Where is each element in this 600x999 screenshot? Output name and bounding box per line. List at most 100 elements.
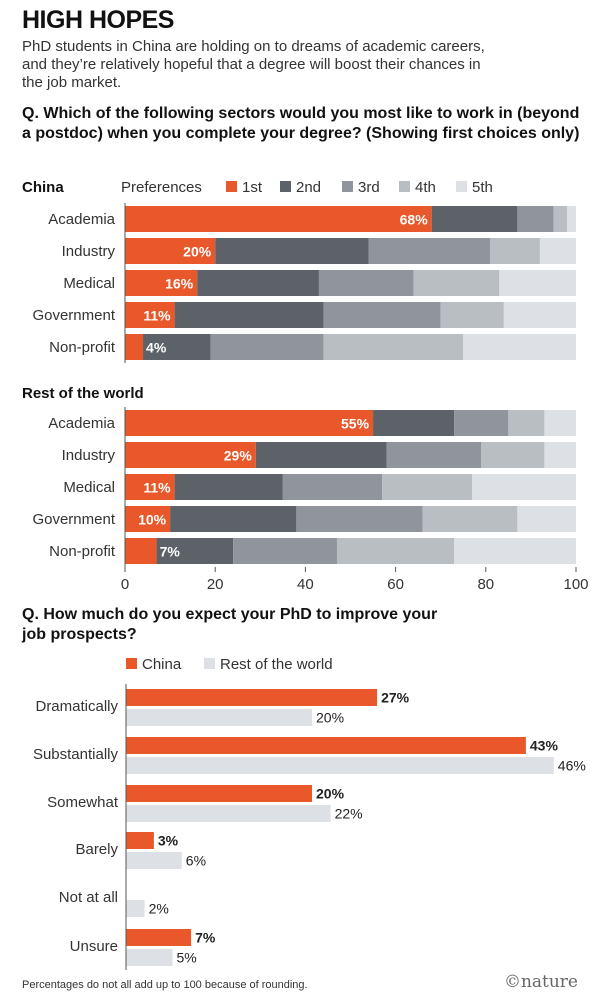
prospect-label-barely: Barely [75, 841, 118, 858]
data-label-prospect-somewhat-china: 20% [316, 786, 345, 802]
bar-china-non-profit-3rd [210, 334, 324, 360]
bar-china-industry-2nd [215, 238, 369, 264]
data-label-prospect-substantially-china: 43% [530, 738, 559, 754]
category-label-non-profit: Non-profit [49, 543, 116, 560]
legend-swatch-1st [226, 181, 237, 192]
bar-prospect-unsure-china [126, 929, 192, 946]
bar-rest-industry-3rd [386, 442, 482, 468]
data-label-china-government: 11% [143, 308, 171, 324]
category-label-medical: Medical [63, 275, 115, 292]
data-label-rest-industry: 29% [224, 448, 253, 464]
bar-rest-government-2nd [170, 506, 297, 532]
bar-china-medical-5th [499, 270, 576, 296]
bar-china-academia-3rd [517, 206, 554, 232]
x-tick-label-40: 40 [297, 576, 314, 593]
legend-label-2nd: 2nd [296, 179, 321, 196]
bar-rest-medical-1st [125, 474, 175, 500]
prospect-label-dramatically: Dramatically [35, 698, 118, 715]
data-label-rest-government: 10% [138, 512, 167, 528]
data-label-china-industry: 20% [183, 244, 212, 260]
bar-rest-industry-4th [481, 442, 545, 468]
prospect-label-somewhat: Somewhat [47, 794, 119, 811]
bar-china-academia-2nd [431, 206, 518, 232]
bar-rest-non-profit-1st [125, 538, 157, 564]
bar-china-government-1st [125, 302, 175, 328]
x-tick-label-60: 60 [387, 576, 404, 593]
bar-rest-government-3rd [296, 506, 423, 532]
bar-china-industry-4th [490, 238, 540, 264]
legend-swatch-3rd [342, 181, 353, 192]
legend-swatch-rest [204, 658, 215, 669]
bar-prospect-dramatically-china [126, 689, 378, 706]
legend-label-4th: 4th [415, 179, 436, 196]
category-label-government: Government [32, 307, 115, 324]
nature-logo: ©nature [503, 972, 578, 992]
bar-rest-non-profit-2nd [156, 538, 234, 564]
bar-china-academia-4th [553, 206, 567, 232]
category-label-government: Government [32, 511, 115, 528]
bar-rest-academia-4th [508, 410, 545, 436]
data-label-rest-medical: 11% [143, 480, 171, 496]
data-label-prospect-substantially-rest: 46% [558, 758, 586, 774]
bar-prospect-barely-china [126, 832, 154, 849]
legend-swatch-5th [456, 181, 467, 192]
bar-china-government-3rd [323, 302, 441, 328]
bar-china-government-4th [440, 302, 504, 328]
bar-rest-government-4th [422, 506, 518, 532]
legend-swatch-2nd [280, 181, 291, 192]
category-label-academia: Academia [48, 415, 115, 432]
bar-rest-academia-1st [125, 410, 374, 436]
bar-china-government-5th [503, 302, 576, 328]
legend-label-3rd: 3rd [358, 179, 380, 196]
bar-rest-government-5th [517, 506, 576, 532]
bar-rest-non-profit-4th [336, 538, 455, 564]
data-label-rest-academia: 55% [341, 416, 370, 432]
data-label-china-medical: 16% [165, 276, 194, 292]
legend-swatch-china [126, 658, 137, 669]
category-label-industry: Industry [62, 243, 116, 260]
category-label-academia: Academia [48, 211, 115, 228]
question-sector: Q. Which of the following sectors would … [22, 105, 580, 142]
data-label-rest-non-profit: 7% [160, 544, 181, 560]
category-label-medical: Medical [63, 479, 115, 496]
bar-rest-non-profit-3rd [233, 538, 337, 564]
bar-rest-academia-5th [544, 410, 576, 436]
bar-china-medical-4th [413, 270, 500, 296]
footnote: Percentages do not all add up to 100 bec… [22, 979, 308, 991]
data-label-prospect-not-at-all-rest: 2% [149, 901, 169, 917]
legend-title: Preferences [121, 179, 202, 196]
bar-china-medical-2nd [197, 270, 319, 296]
bar-prospect-somewhat-china [126, 785, 312, 802]
data-label-prospect-unsure-china: 7% [195, 930, 216, 946]
bar-china-medical-3rd [318, 270, 414, 296]
bar-rest-non-profit-5th [454, 538, 576, 564]
bar-china-industry-3rd [368, 238, 491, 264]
panel-title-china: China [22, 179, 64, 196]
bar-prospect-unsure-rest [126, 949, 173, 966]
chart-subtitle: PhD students in China are holding on to … [22, 38, 485, 91]
bar-prospect-substantially-rest [126, 757, 554, 774]
bar-china-industry-1st [125, 238, 216, 264]
prospect-label-not-at-all: Not at all [59, 889, 118, 906]
data-label-china-academia: 68% [400, 212, 429, 228]
legend-label-5th: 5th [472, 179, 493, 196]
data-label-prospect-barely-china: 3% [158, 833, 179, 849]
bar-rest-government-1st [125, 506, 171, 532]
x-tick-label-100: 100 [563, 576, 588, 593]
x-tick-label-80: 80 [477, 576, 494, 593]
bar-china-non-profit-4th [323, 334, 464, 360]
chart-title: HIGH HOPES [22, 6, 174, 34]
x-tick-label-20: 20 [207, 576, 224, 593]
data-label-prospect-dramatically-china: 27% [381, 690, 410, 706]
bar-china-medical-1st [125, 270, 198, 296]
data-label-prospect-dramatically-rest: 20% [316, 710, 344, 726]
prospect-label-unsure: Unsure [70, 938, 118, 955]
panel-title-rest: Rest of the world [22, 385, 144, 402]
bar-rest-medical-2nd [174, 474, 283, 500]
data-label-prospect-barely-rest: 6% [186, 853, 206, 869]
bar-china-industry-5th [539, 238, 576, 264]
bar-prospect-dramatically-rest [126, 709, 312, 726]
bar-prospect-barely-rest [126, 852, 182, 869]
category-label-non-profit: Non-profit [49, 339, 116, 356]
bar-china-academia-1st [125, 206, 432, 232]
